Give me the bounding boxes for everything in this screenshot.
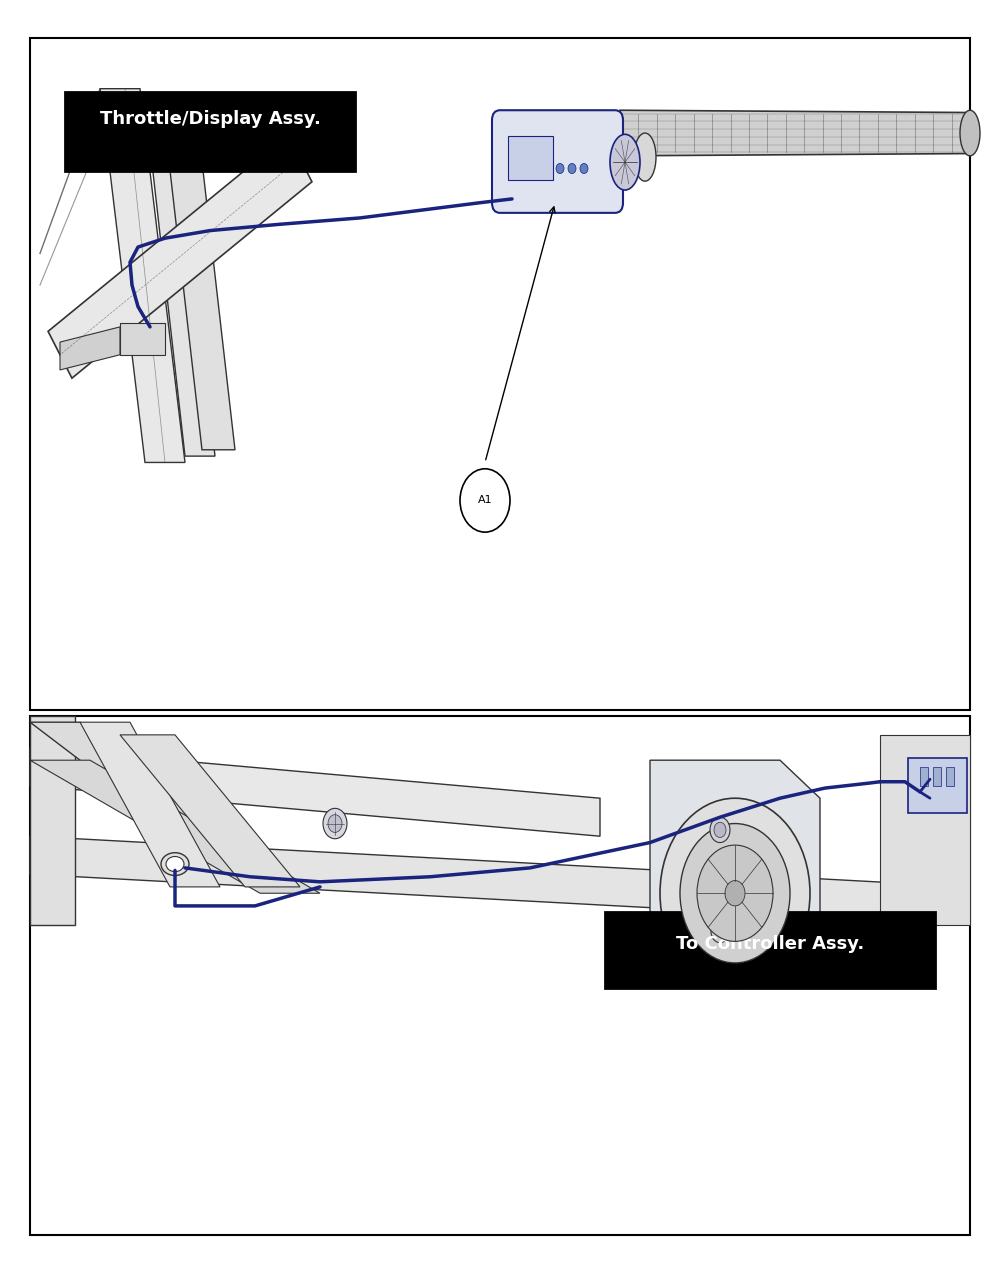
Bar — [30, 716, 970, 1235]
Text: Throttle/Display Assy.: Throttle/Display Assy. — [100, 110, 320, 128]
Polygon shape — [48, 136, 312, 378]
Bar — [920, 767, 928, 786]
Circle shape — [714, 822, 726, 837]
Polygon shape — [165, 127, 235, 450]
Circle shape — [711, 920, 729, 943]
Ellipse shape — [166, 856, 184, 872]
Circle shape — [556, 163, 564, 174]
Polygon shape — [620, 110, 970, 156]
Polygon shape — [30, 836, 970, 925]
Bar — [946, 767, 954, 786]
FancyBboxPatch shape — [492, 110, 623, 213]
Polygon shape — [650, 760, 820, 950]
Circle shape — [697, 845, 773, 941]
Text: A1: A1 — [478, 495, 492, 506]
Circle shape — [710, 817, 730, 843]
Circle shape — [660, 798, 810, 988]
Bar — [30, 38, 970, 710]
Circle shape — [580, 163, 588, 174]
FancyBboxPatch shape — [65, 92, 355, 171]
Polygon shape — [145, 101, 215, 456]
Ellipse shape — [161, 853, 189, 875]
Polygon shape — [120, 323, 165, 355]
Polygon shape — [80, 722, 220, 887]
Ellipse shape — [610, 134, 640, 190]
FancyBboxPatch shape — [605, 912, 935, 988]
Circle shape — [323, 808, 347, 839]
Bar — [933, 767, 941, 786]
Ellipse shape — [634, 133, 656, 181]
Polygon shape — [30, 716, 75, 925]
Circle shape — [568, 163, 576, 174]
Polygon shape — [120, 735, 300, 887]
FancyBboxPatch shape — [908, 758, 967, 813]
Polygon shape — [30, 748, 600, 836]
Circle shape — [725, 881, 745, 906]
Circle shape — [460, 469, 510, 532]
Ellipse shape — [960, 110, 980, 156]
Polygon shape — [60, 327, 120, 370]
Polygon shape — [100, 89, 185, 462]
Circle shape — [328, 815, 342, 832]
Polygon shape — [30, 760, 320, 893]
Text: To Controller Assy.: To Controller Assy. — [676, 935, 864, 953]
Polygon shape — [30, 722, 280, 874]
Bar — [508, 136, 553, 180]
Polygon shape — [880, 735, 970, 925]
Circle shape — [680, 824, 790, 963]
